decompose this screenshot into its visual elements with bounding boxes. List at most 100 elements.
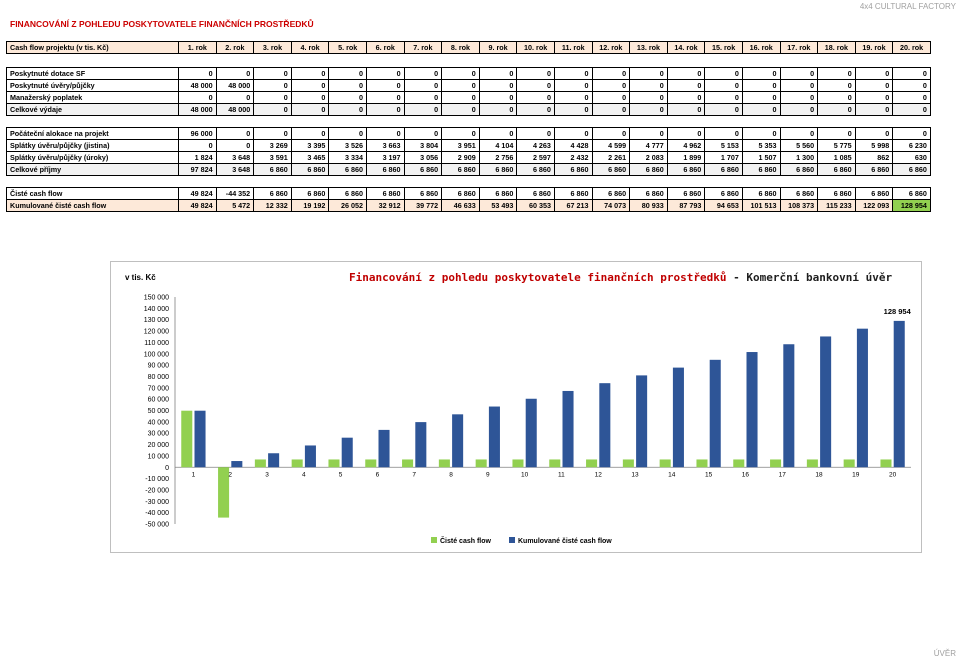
value-cell: 3 269	[253, 139, 292, 152]
bar-cumulative-cash-flow	[746, 352, 758, 468]
value-cell: 0	[478, 79, 518, 92]
value-cell: 0	[817, 127, 856, 140]
value-cell: 0	[591, 91, 631, 104]
value-cell: 6 860	[516, 163, 555, 176]
bar-cumulative-cash-flow	[672, 367, 684, 468]
y-tick-label: -20 000	[145, 487, 169, 494]
year-header-cell: 10. rok	[516, 41, 555, 54]
value-cell: 0	[328, 91, 367, 104]
bar-net-cash-flow	[770, 459, 782, 468]
value-cell: 2 083	[629, 151, 668, 164]
row-label: Kumulované čisté cash flow	[6, 199, 179, 212]
year-header-cell: 15. rok	[704, 41, 743, 54]
value-cell: 3 395	[290, 139, 330, 152]
value-cell: 0	[591, 103, 631, 116]
value-cell: 0	[365, 127, 405, 140]
bar-net-cash-flow	[475, 459, 487, 468]
value-cell: 0	[741, 91, 781, 104]
x-tick-label: 16	[742, 471, 750, 478]
value-cell: 630	[892, 151, 931, 164]
year-header-cell: 9. rok	[478, 41, 518, 54]
value-cell: 0	[215, 139, 255, 152]
year-header-cell: 7. rok	[403, 41, 443, 54]
value-cell: 6 860	[629, 187, 668, 200]
value-cell: 0	[553, 79, 593, 92]
year-header-cell: 19. rok	[854, 41, 894, 54]
value-cell: 6 860	[817, 163, 856, 176]
year-header-cell: 4. rok	[290, 41, 330, 54]
value-cell: 0	[591, 67, 631, 80]
row-label: Čisté cash flow	[6, 187, 179, 200]
value-cell: 0	[290, 67, 330, 80]
bar-net-cash-flow	[328, 459, 340, 468]
legend-label: Čisté cash flow	[440, 536, 492, 545]
value-cell: 6 860	[516, 187, 555, 200]
value-cell: 0	[704, 91, 743, 104]
expenses-table: Poskytnuté dotace SF 0 0 0 0 0 0 0 0 0 0 0 0 0 0 0 0 0 0 0 0…	[6, 67, 931, 116]
value-cell: 6 860	[741, 187, 781, 200]
row-label: Manažerský poplatek	[6, 91, 179, 104]
value-cell: 0	[328, 103, 367, 116]
bar-net-cash-flow	[622, 459, 634, 468]
x-tick-label: 5	[339, 471, 343, 478]
value-cell: 0	[290, 91, 330, 104]
y-tick-label: -50 000	[145, 522, 169, 529]
footer-mark: ÚVĚR	[933, 649, 956, 658]
bar-net-cash-flow	[880, 459, 892, 468]
y-tick-label: 100 000	[144, 351, 169, 358]
year-header-cell: 12. rok	[591, 41, 631, 54]
data-label: 128 954	[884, 307, 912, 316]
value-cell: 0	[290, 103, 330, 116]
x-tick-label: 3	[265, 471, 269, 478]
value-cell: 0	[817, 79, 856, 92]
value-cell: 0	[253, 79, 292, 92]
value-cell: 6 860	[591, 187, 631, 200]
value-cell: 0	[892, 79, 931, 92]
value-cell: 0	[779, 127, 819, 140]
value-cell: 0	[178, 67, 217, 80]
value-cell: 6 860	[704, 187, 743, 200]
value-cell: 0	[779, 79, 819, 92]
bar-cumulative-cash-flow	[599, 383, 611, 468]
value-cell: 26 052	[328, 199, 367, 212]
value-cell: 3 648	[215, 163, 255, 176]
value-cell: 0	[290, 79, 330, 92]
value-cell: 0	[403, 103, 443, 116]
bar-cumulative-cash-flow	[304, 445, 316, 468]
header-row: Cash flow projektu (v tis. Kč) 1. rok 2. …	[6, 41, 931, 54]
x-tick-label: 20	[889, 471, 897, 478]
value-cell: 4 777	[629, 139, 668, 152]
row-label: Splátky úvěru/půjčky (úroky)	[6, 151, 179, 164]
value-cell: 0	[178, 91, 217, 104]
value-cell: 1 707	[704, 151, 743, 164]
y-tick-label: 110 000	[144, 340, 169, 347]
value-cell: 5 472	[215, 199, 255, 212]
y-tick-label: 40 000	[148, 419, 170, 426]
chart-container: v tis. Kč Financování z pohledu poskytova…	[110, 261, 922, 553]
value-cell: 0	[253, 103, 292, 116]
value-cell: 0	[704, 67, 743, 80]
value-cell: 0	[892, 67, 931, 80]
value-cell: 0	[290, 127, 330, 140]
value-cell: 2 432	[553, 151, 593, 164]
value-cell: 6 860	[365, 163, 405, 176]
bar-net-cash-flow	[218, 467, 230, 518]
value-cell: 6 860	[591, 163, 631, 176]
value-cell: 67 213	[553, 199, 593, 212]
value-cell: 4 428	[553, 139, 593, 152]
bar-cumulative-cash-flow	[525, 398, 537, 468]
value-cell: 0	[441, 127, 480, 140]
value-cell: 6 860	[704, 163, 743, 176]
value-cell: 6 860	[441, 163, 480, 176]
y-tick-label: -40 000	[145, 510, 169, 517]
year-header-cell: 18. rok	[817, 41, 856, 54]
y-tick-label: 10 000	[148, 453, 170, 460]
value-cell: 4 599	[591, 139, 631, 152]
chart-title: Financování z pohledu poskytovatele fina…	[349, 271, 892, 284]
x-tick-label: 7	[412, 471, 416, 478]
row-label: Splátky úvěru/půjčky (jistina)	[6, 139, 179, 152]
y-tick-label: 130 000	[144, 317, 169, 324]
value-cell: 6 860	[403, 187, 443, 200]
legend-swatch	[431, 537, 437, 543]
value-cell: 0	[704, 127, 743, 140]
